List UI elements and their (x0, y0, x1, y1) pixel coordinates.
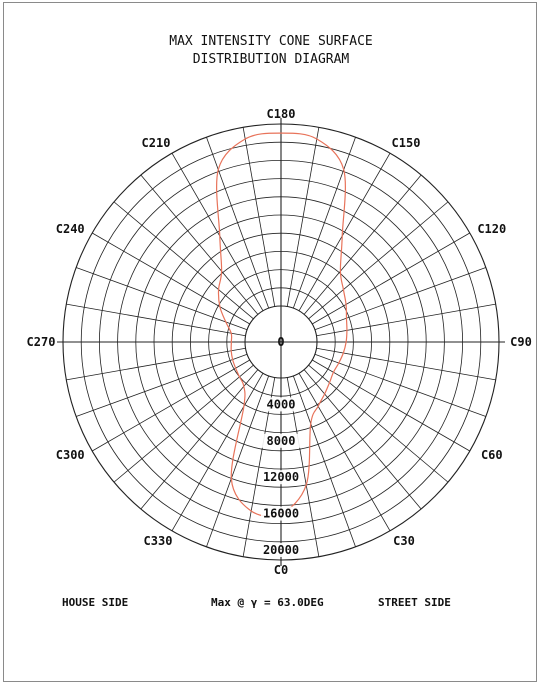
angle-label-c30: C30 (393, 534, 415, 548)
angle-label-c180: C180 (267, 107, 296, 121)
radial-label-8000: 8000 (267, 434, 296, 448)
grid-spoke (316, 347, 496, 381)
grid-spoke (92, 232, 251, 325)
grid-spoke (286, 127, 320, 307)
angle-label-c0: C0 (274, 563, 288, 577)
radial-label-4000: 4000 (267, 397, 296, 411)
angle-label-c60: C60 (481, 448, 503, 462)
grid-spoke (298, 153, 391, 312)
grid-spoke (292, 375, 356, 547)
angle-labels: C0 C30 C60 C90 C120 C150 C180 C210 C240 C270 C300 C… (27, 107, 532, 577)
chart-title-line-1: MAX INTENSITY CONE SURFACE (169, 34, 373, 49)
angle-label-c300: C300 (56, 448, 85, 462)
radial-label-bg (261, 433, 301, 448)
grid-spoke (298, 372, 391, 531)
grid-spoke (303, 369, 422, 510)
grid-spoke (314, 267, 486, 331)
grid-spoke (206, 137, 270, 309)
grid-spoke (311, 232, 470, 325)
radial-label-bg (261, 397, 301, 412)
angle-label-c330: C330 (144, 534, 173, 548)
grid-spoke (113, 201, 254, 320)
angle-label-c240: C240 (56, 222, 85, 236)
grid-spoke (308, 201, 449, 320)
grid-spoke (303, 174, 422, 315)
grid-spoke (171, 372, 264, 531)
radial-label-bg (261, 543, 301, 557)
angle-label-c120: C120 (477, 222, 506, 236)
radial-label-20000: 20000 (263, 543, 299, 557)
intensity-curve (216, 132, 348, 517)
grid-spoke (76, 353, 248, 417)
radial-label-16000: 16000 (263, 507, 299, 521)
radial-label-12000: 12000 (263, 470, 299, 484)
grid-spoke (140, 369, 259, 510)
house-side-label: HOUSE SIDE (62, 596, 128, 609)
chart-title-line-2: DISTRIBUTION DIAGRAM (193, 52, 350, 67)
radial-label-bg (261, 470, 301, 485)
street-side-label: STREET SIDE (378, 596, 451, 609)
grid-spoke (92, 359, 251, 452)
angle-label-c270: C270 (27, 335, 56, 349)
grid-spoke (113, 364, 254, 483)
grid-spoke (292, 137, 356, 309)
grid-spoke (140, 174, 259, 315)
radial-label-0: 0 (277, 335, 284, 349)
grid-spoke (308, 364, 449, 483)
angle-label-c90: C90 (510, 335, 532, 349)
grid-spoke (76, 267, 248, 331)
angle-label-c150: C150 (392, 136, 421, 150)
intensity-curve-layer (216, 132, 348, 517)
grid-spoke (314, 353, 486, 417)
radial-label-bg (261, 506, 301, 521)
max-gamma-label: Max @ γ = 63.0DEG (211, 596, 324, 609)
grid-spoke (66, 347, 246, 381)
grid-spoke (242, 127, 276, 307)
polar-grid (57, 118, 505, 566)
angle-label-c210: C210 (142, 136, 171, 150)
radial-labels: 0 4000 8000 12000 16000 20000 (261, 335, 301, 557)
grid-spoke (66, 303, 246, 337)
grid-spoke (316, 303, 496, 337)
grid-spoke (206, 375, 270, 547)
grid-spoke (311, 359, 470, 452)
grid-spoke (171, 153, 264, 312)
